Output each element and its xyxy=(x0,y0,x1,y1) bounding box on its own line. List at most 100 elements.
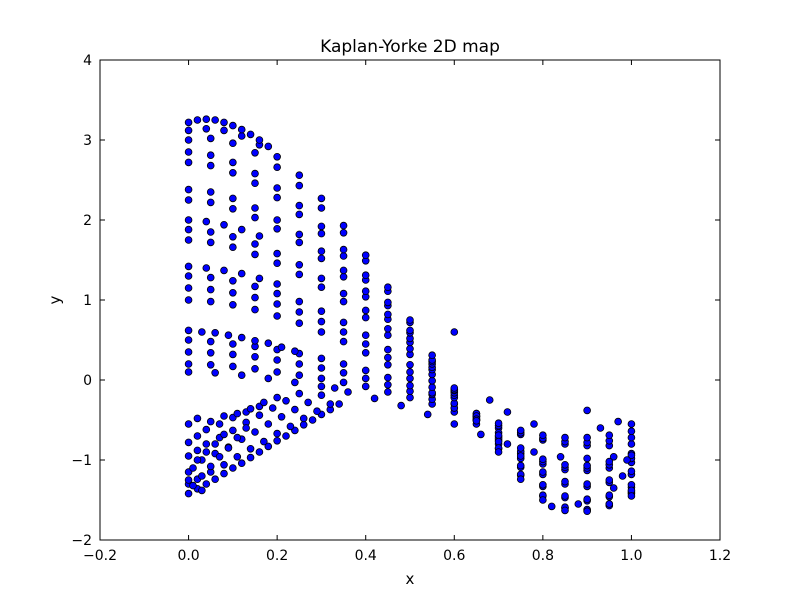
x-tick-label: 0.6 xyxy=(443,548,465,564)
y-tick-label: 4 xyxy=(83,53,92,69)
data-point xyxy=(206,188,215,196)
data-point xyxy=(229,158,237,167)
data-point xyxy=(627,467,636,476)
x-tick-label: −0.2 xyxy=(83,548,117,564)
x-tick-label: 1.2 xyxy=(709,548,731,564)
data-point xyxy=(229,300,237,309)
ticks-layer: −0.2 0.0 0.2 0.4 0.6 0.8 1.0 1.2 −2 −1 0 1 2 3 4 xyxy=(71,53,731,564)
data-point xyxy=(184,452,193,460)
x-tick-label: 0.8 xyxy=(532,548,554,564)
data-point xyxy=(339,297,348,306)
data-point xyxy=(361,287,370,296)
data-point xyxy=(361,340,370,348)
data-point xyxy=(184,136,193,144)
data-point xyxy=(260,398,268,407)
data-point xyxy=(184,148,193,156)
data-point xyxy=(596,424,605,432)
data-point xyxy=(406,374,414,383)
data-point xyxy=(494,431,503,440)
data-point xyxy=(516,461,525,470)
data-point xyxy=(623,456,631,464)
data-point xyxy=(583,433,591,442)
data-point xyxy=(503,408,512,416)
data-point xyxy=(317,374,326,383)
data-point xyxy=(406,326,414,335)
data-point xyxy=(251,179,259,188)
data-point xyxy=(295,360,304,368)
data-point xyxy=(291,378,299,387)
data-point xyxy=(184,489,193,498)
data-point xyxy=(295,230,304,239)
data-point xyxy=(384,331,392,340)
data-point xyxy=(605,491,614,500)
data-point xyxy=(450,420,459,428)
data-point xyxy=(317,204,326,212)
data-point xyxy=(406,368,414,376)
data-point xyxy=(361,374,370,383)
data-point xyxy=(255,448,264,456)
data-point xyxy=(428,383,436,392)
data-point xyxy=(184,272,193,280)
data-point xyxy=(295,308,304,316)
data-point xyxy=(583,461,591,470)
data-point xyxy=(317,194,326,203)
data-point xyxy=(273,184,281,192)
data-point xyxy=(450,328,459,336)
data-point xyxy=(220,469,228,478)
data-point xyxy=(220,430,228,439)
data-point xyxy=(361,313,370,322)
data-point xyxy=(539,496,547,504)
data-point xyxy=(384,388,392,396)
data-point xyxy=(503,440,512,448)
x-tick-label: 0.0 xyxy=(177,548,199,564)
data-point xyxy=(251,352,259,361)
data-point xyxy=(237,125,246,134)
data-point xyxy=(472,416,481,425)
data-point xyxy=(304,398,312,407)
data-point xyxy=(295,171,304,180)
data-point xyxy=(206,417,215,426)
data-point xyxy=(246,444,255,453)
data-point xyxy=(184,476,193,484)
data-point xyxy=(605,457,614,466)
data-point xyxy=(339,378,348,387)
data-point xyxy=(291,405,299,414)
data-point xyxy=(206,238,215,247)
data-point xyxy=(277,412,286,421)
data-point xyxy=(295,238,304,247)
data-point xyxy=(220,412,228,420)
data-point xyxy=(384,283,392,292)
data-point xyxy=(317,254,326,263)
data-point xyxy=(384,373,392,382)
data-point xyxy=(361,271,370,280)
data-point xyxy=(206,228,215,236)
data-point xyxy=(202,440,211,448)
data-point xyxy=(255,411,264,420)
data-point xyxy=(547,502,556,511)
data-point xyxy=(539,480,547,489)
data-point xyxy=(339,368,348,377)
data-point xyxy=(215,420,224,428)
data-point xyxy=(339,318,348,327)
data-point xyxy=(273,356,281,364)
data-point xyxy=(251,364,259,373)
data-point xyxy=(189,481,197,490)
data-point xyxy=(583,480,591,488)
data-point xyxy=(220,118,228,127)
data-point xyxy=(561,492,569,500)
data-point xyxy=(255,136,264,144)
y-tick-label: 0 xyxy=(83,373,92,389)
data-point xyxy=(539,455,547,464)
data-point xyxy=(264,142,273,151)
data-point xyxy=(251,169,259,178)
data-point xyxy=(539,468,547,476)
data-point xyxy=(229,139,237,148)
data-point xyxy=(295,260,304,269)
data-point xyxy=(184,420,193,428)
data-point xyxy=(260,437,268,446)
data-point xyxy=(229,194,237,203)
data-point xyxy=(428,351,436,360)
data-point xyxy=(206,161,215,170)
data-point xyxy=(574,500,583,508)
